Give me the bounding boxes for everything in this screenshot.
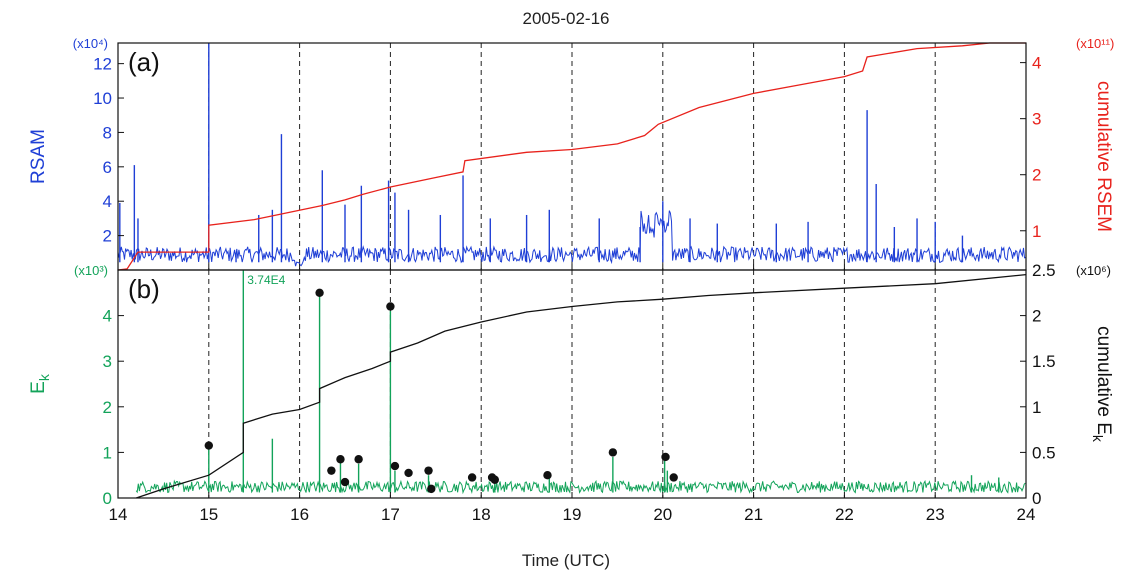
right-axis-title: cumulative RSEM — [1093, 81, 1114, 232]
event-marker — [424, 466, 433, 475]
event-marker — [390, 461, 400, 471]
right-axis-multiplier: (x10⁶) — [1076, 263, 1111, 278]
event-marker — [467, 473, 477, 482]
event-marker — [336, 455, 345, 464]
left-axis-title: Ek — [28, 373, 52, 394]
event-marker — [427, 484, 436, 494]
left-axis-title: RSAM — [28, 129, 49, 184]
left-axis-multiplier: (x10³) — [74, 263, 108, 278]
x-tick-label: 20 — [653, 505, 672, 524]
x-tick-label: 15 — [199, 505, 218, 524]
right-axis-title: cumulative Ek — [1090, 326, 1114, 443]
left-tick-label: 6 — [103, 158, 112, 177]
left-tick-label: 3 — [103, 352, 112, 371]
x-tick-label: 16 — [290, 505, 309, 524]
x-tick-label: 22 — [835, 505, 854, 524]
right-tick-label: 2 — [1032, 166, 1041, 185]
event-marker — [669, 473, 678, 482]
event-marker — [204, 441, 213, 450]
rsam-noise-line — [117, 210, 1026, 267]
left-axis-multiplier: (x10⁴) — [73, 36, 108, 51]
x-tick-label: 23 — [926, 505, 945, 524]
left-tick-label: 1 — [103, 443, 112, 462]
cumulative-ek-line — [135, 273, 1027, 499]
cumulative-rsem-line — [117, 42, 1026, 271]
x-axis-label: Time (UTC) — [522, 551, 610, 570]
right-tick-label: 1.5 — [1032, 352, 1056, 371]
x-tick-label: 14 — [109, 505, 128, 524]
x-tick-label: 24 — [1017, 505, 1036, 524]
event-marker — [315, 288, 324, 297]
left-tick-label: 0 — [103, 489, 112, 508]
event-marker — [327, 466, 336, 475]
event-marker — [404, 468, 413, 478]
panel-label: (a) — [128, 47, 160, 77]
ek-noise-line — [135, 479, 1026, 495]
event-marker — [354, 455, 363, 464]
right-tick-label: 1 — [1032, 398, 1041, 417]
x-tick-label: 18 — [472, 505, 491, 524]
panel-label: (b) — [128, 274, 160, 304]
right-tick-label: 1 — [1032, 222, 1041, 241]
left-tick-label: 8 — [103, 123, 112, 142]
right-tick-label: 2 — [1032, 307, 1041, 326]
event-marker — [608, 448, 618, 457]
event-marker — [386, 302, 395, 311]
left-tick-label: 10 — [93, 89, 112, 108]
event-marker — [661, 452, 670, 462]
x-tick-label: 19 — [563, 505, 582, 524]
event-marker — [490, 475, 500, 484]
left-tick-label: 4 — [103, 307, 112, 326]
left-tick-label: 4 — [103, 192, 112, 211]
right-tick-label: 0.5 — [1032, 443, 1056, 462]
left-tick-label: 2 — [103, 398, 112, 417]
peak-annotation: 3.74E4 — [247, 273, 285, 287]
left-tick-label: 2 — [103, 227, 112, 246]
right-tick-label: 3 — [1032, 110, 1041, 129]
x-tick-label: 17 — [381, 505, 400, 524]
left-tick-label: 12 — [93, 55, 112, 74]
event-marker — [340, 477, 350, 487]
event-marker — [543, 471, 552, 480]
right-tick-label: 0 — [1032, 489, 1041, 508]
x-tick-label: 21 — [744, 505, 763, 524]
figure-title: 2005-02-16 — [523, 9, 610, 28]
right-tick-label: 4 — [1032, 54, 1041, 73]
right-tick-label: 2.5 — [1032, 261, 1056, 280]
right-axis-multiplier: (x10¹¹) — [1076, 36, 1114, 51]
